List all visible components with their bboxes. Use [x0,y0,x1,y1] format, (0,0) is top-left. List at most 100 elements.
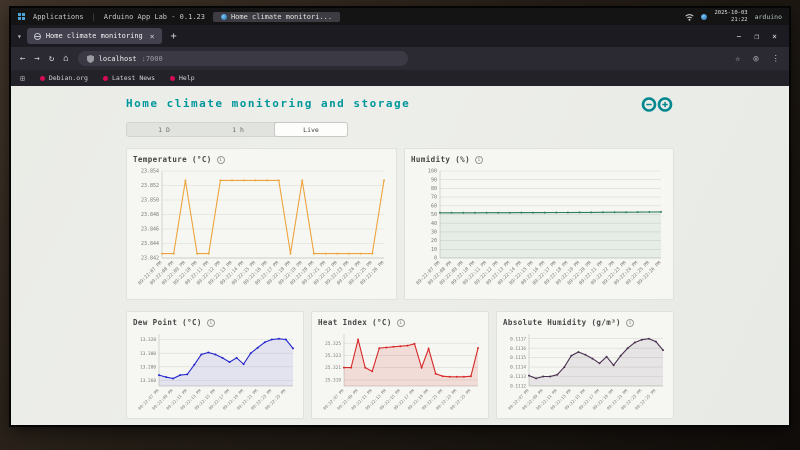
tab-title: Home climate monitoring [45,32,143,40]
close-button[interactable]: × [772,31,777,41]
chart-card-heat-index: Heat Index (°C) i 25.319 25.321 25.323 25.3… [311,311,489,419]
svg-text:13.260: 13.260 [140,378,156,384]
svg-text:23.848: 23.848 [141,212,159,218]
arduino-logo-icon [641,97,673,112]
info-icon[interactable]: i [625,318,634,327]
svg-text:0.1116: 0.1116 [510,346,526,352]
svg-text:0.1113: 0.1113 [510,374,526,380]
menu-kebab-icon[interactable]: ⋮ [771,53,781,64]
info-icon[interactable]: i [396,318,405,327]
svg-text:23.852: 23.852 [141,183,159,189]
tray-network-icon[interactable] [685,13,695,21]
svg-text:0.1115: 0.1115 [510,355,526,361]
chart-title-dew-point: Dew Point (°C) [133,318,202,327]
url-port: :7000 [141,54,163,63]
chart-canvas-humidity[interactable]: 0 10 20 30 40 50 60 70 80 90 100 09:22:07 PM 09:22:0… [411,166,667,296]
svg-text:23.854: 23.854 [141,169,159,175]
applications-menu[interactable]: Applications [33,12,84,21]
chart-card-dew-point: Dew Point (°C) i 13.260 13.280 13.300 13.32… [126,311,304,419]
url-bar[interactable]: localhost :7000 [77,51,408,66]
bookmark-help[interactable]: Help [170,74,195,82]
range-button-1h[interactable]: 1 h [201,123,275,136]
bookmarks-grid-icon[interactable]: ⊞ [20,73,25,83]
svg-text:40: 40 [431,221,437,227]
browser-tab-bar: ▾ Home climate monitoring × + − ❐ × [11,25,789,47]
window-favicon-globe-icon [220,13,227,20]
back-button[interactable]: ← [20,53,26,64]
chart-title-heat-index: Heat Index (°C) [318,318,392,327]
home-button[interactable]: ⌂ [63,53,69,64]
tray-bluetooth-icon[interactable] [701,13,708,20]
bookmark-debian[interactable]: Debian.org [39,74,88,82]
svg-text:20: 20 [431,238,437,244]
desktop-taskbar: Applications | Arduino App Lab - 0.1.23 … [11,8,789,25]
tab-list-chevron-icon[interactable]: ▾ [17,31,22,41]
taskbar-clock[interactable]: 2025-10-03 21:22 [714,10,747,24]
chart-card-humidity: Humidity (%) i 0 10 20 30 40 50 60 70 80 90 100 09:… [404,148,674,300]
maximize-button[interactable]: ❐ [754,31,760,41]
clock-time: 21:22 [731,16,748,23]
chart-title-humidity: Humidity (%) [411,155,470,164]
browser-tab[interactable]: Home climate monitoring × [26,28,162,44]
help-icon [170,75,176,81]
taskbar-separator: | [91,12,96,21]
bookmark-label: Latest News [111,74,156,82]
svg-text:100: 100 [428,169,437,175]
tab-close-icon[interactable]: × [149,31,155,41]
chart-canvas-temperature[interactable]: 23.842 23.844 23.846 23.848 23.850 23.852 23.8… [133,166,390,296]
taskbar-window-button[interactable]: Home climate monitori... [212,11,341,22]
new-tab-button[interactable]: + [170,30,177,42]
screen: Applications | Arduino App Lab - 0.1.23 … [11,8,789,425]
device-name: arduino [754,12,782,21]
debian-icon [39,75,45,81]
svg-text:0.1114: 0.1114 [510,365,526,371]
chart-title-absolute-humidity: Absolute Humidity (g/m³) [503,318,621,327]
bookmark-label: Help [179,74,195,82]
forward-button[interactable]: → [34,53,40,64]
info-icon[interactable]: i [475,155,483,164]
news-icon [102,75,108,81]
range-button-1d[interactable]: 1 D [127,123,201,136]
svg-text:25.319: 25.319 [325,378,341,384]
bookmark-latest-news[interactable]: Latest News [102,74,156,82]
app-title: Arduino App Lab - 0.1.23 [103,12,205,21]
clock-date: 2025-10-03 [714,9,748,16]
range-button-live[interactable]: Live [274,122,348,137]
svg-text:23.846: 23.846 [141,227,159,233]
shield-icon[interactable] [86,54,94,63]
chart-card-temperature: Temperature (°C) i 23.842 23.844 23.846 23.… [126,148,397,300]
tab-favicon-globe-icon [33,32,41,40]
svg-text:23.850: 23.850 [141,198,159,204]
bookmark-label: Debian.org [48,74,88,82]
svg-text:0.1117: 0.1117 [510,336,526,342]
bookmarks-bar: ⊞ Debian.org Latest News Help [11,70,789,86]
svg-text:80: 80 [431,186,437,192]
time-range-selector: 1 D 1 h Live [126,122,348,137]
info-icon[interactable]: i [206,318,215,327]
reload-button[interactable]: ↻ [48,53,55,64]
chart-canvas-absolute-humidity[interactable]: 0.1112 0.1113 0.1114 0.1115 0.1116 0.1117 09:2… [503,329,667,415]
info-icon[interactable]: i [216,155,225,164]
svg-text:10: 10 [431,247,437,253]
browser-toolbar: ← → ↻ ⌂ localhost :7000 ☆ ◎ ⋮ [11,47,789,70]
minimize-button[interactable]: − [736,31,742,41]
bookmark-star-icon[interactable]: ☆ [735,53,741,64]
chart-canvas-dew-point[interactable]: 13.260 13.280 13.300 13.320 09:22:07 PM 09:22… [133,329,297,415]
web-page: Home climate monitoring and storage 1 D … [11,86,789,425]
url-host: localhost [98,54,137,63]
chart-title-temperature: Temperature (°C) [133,155,212,164]
svg-text:23.844: 23.844 [141,241,159,247]
applications-menu-icon [18,13,25,20]
svg-text:30: 30 [431,230,437,236]
svg-text:13.280: 13.280 [140,364,156,370]
svg-text:0.1112: 0.1112 [510,384,526,390]
svg-text:70: 70 [431,195,437,201]
svg-text:50: 50 [431,212,437,218]
svg-text:0: 0 [434,256,437,262]
account-icon[interactable]: ◎ [753,53,759,64]
page-title: Home climate monitoring and storage [126,97,411,110]
chart-canvas-heat-index[interactable]: 25.319 25.321 25.323 25.325 09:22:07 PM 09:22… [318,329,482,415]
svg-text:25.323: 25.323 [325,353,341,359]
svg-text:25.321: 25.321 [325,365,341,371]
